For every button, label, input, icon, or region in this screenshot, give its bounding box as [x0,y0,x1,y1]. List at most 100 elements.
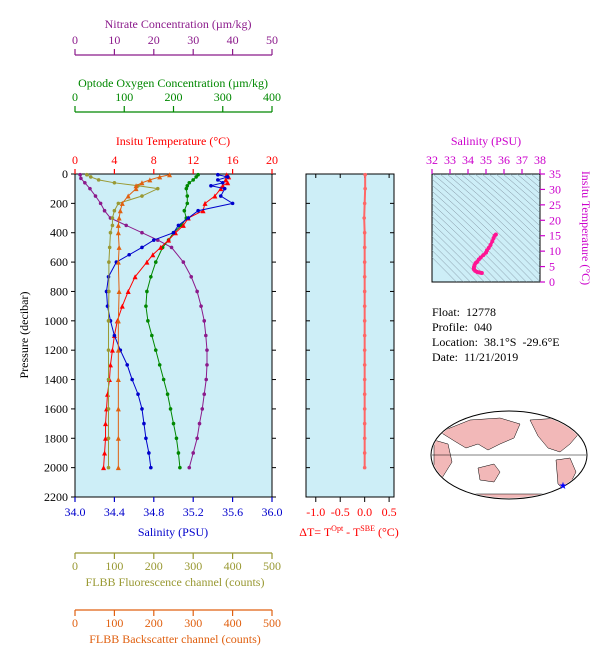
fluorescence-point [106,377,111,382]
salinity-point [136,392,140,397]
oxygen-point [187,181,192,185]
backscatter-tick-label: 100 [105,616,123,630]
backscatter-point [117,208,123,214]
backscatter-point [115,377,121,383]
nitrate-point [78,172,82,177]
backscatter-point [115,465,121,471]
temperature-point [200,208,206,214]
salinity-point [220,181,225,185]
fluorescence-point [110,216,115,220]
nitrate-tick-label: 0 [72,33,78,47]
map-land-australia [477,463,501,483]
temperature-point [223,177,229,183]
oxygen-point [157,363,162,367]
backscatter-point [147,177,153,183]
fluorescence-tick-label: 200 [145,559,163,573]
backscatter-point [157,174,163,180]
backscatter-point [115,406,121,412]
nitrate-point [124,223,129,228]
oxygen-point [191,178,195,182]
temperature-tick-label: 4 [111,153,117,167]
temperature-point [218,186,224,192]
backscatter-tick-label: 300 [184,616,202,630]
delta-t-point [362,304,367,308]
pressure-tick-label: 1800 [44,431,68,445]
delta-t-axis-title: ΔT= TOpt - TSBE (°C) [299,524,399,539]
ts-salinity-axis-title: Salinity (PSU) [451,134,521,148]
temperature-point [109,347,115,353]
salinity-tick-label: 35.2 [183,505,204,519]
ts-density-contour [523,174,540,188]
ts-temperature-tick-label: 10 [549,244,561,258]
info-float-value: 12778 [466,305,497,319]
delta-t-point [362,216,366,220]
salinity-tick-label: 34.4 [104,505,125,519]
oxygen-point [185,183,190,188]
oxygen-point [174,436,179,441]
temperature-tick-label: 8 [151,153,157,167]
salinity-point [218,194,223,198]
salinity-tick-label: 34.8 [143,505,164,519]
temperature-point [180,222,186,228]
info-date-label: Date: [432,350,458,364]
temperature-point [103,435,109,441]
oxygen-axis-title: Optode Oxygen Concentration (µm/kg) [78,76,268,90]
pressure-tick-label: 400 [50,226,68,240]
info-location-label: Location: [432,335,478,349]
salinity-point [127,252,131,257]
ts-point [481,253,486,258]
ts-density-contour [432,216,499,282]
nitrate-point [200,407,205,411]
salinity-point [149,465,153,470]
fluorescence-point [107,245,112,250]
ts-temperature-tick-label: 5 [549,260,555,274]
salinity-point [171,230,176,235]
pressure-tick-label: 800 [50,284,68,298]
fluorescence-tick-label: 300 [184,559,202,573]
temperature-point [125,288,131,294]
info-date-value: 11/21/2019 [464,350,519,364]
ts-temperature-tick-label: 0 [549,275,555,289]
ts-temperature-tick-label: 35 [549,167,561,181]
delta-t-point [362,319,367,323]
delta-t-panel-background [305,173,395,498]
fluorescence-point [107,260,111,264]
ts-salinity-tick-label: 36 [498,153,510,167]
temperature-point [220,183,226,189]
salinity-point [209,183,213,188]
nitrate-point [187,465,192,470]
delta-t-point [363,186,367,191]
pressure-tick-label: 1600 [44,402,68,416]
nitrate-point [191,451,195,455]
pressure-tick-label: 2200 [44,490,68,504]
map-land-asia [439,417,521,451]
temperature-point [101,465,107,471]
temperature-point [225,180,231,186]
ts-density-contour [432,203,513,282]
ts-density-contour [481,174,540,227]
salinity-point [140,407,144,411]
salinity-point [196,208,200,213]
salinity-point [130,377,134,382]
nitrate-point [202,392,207,397]
oxygen-point [194,175,198,179]
temperature-tick-label: 12 [187,153,199,167]
fluorescence-point [88,175,93,179]
pressure-tick-label: 0 [62,167,68,181]
oxygen-point [184,186,189,191]
ts-point [491,236,496,241]
ts-density-contour [509,174,540,201]
ts-density-contour [516,174,540,195]
nitrate-point [102,208,107,213]
oxygen-point [144,304,148,308]
nitrate-point [205,363,209,367]
delta-t-point [362,333,367,338]
backscatter-point [116,288,122,294]
nitrate-point [83,181,87,185]
ts-density-contour [432,174,540,275]
salinity-point [222,186,227,191]
nitrate-tick-label: 20 [148,33,160,47]
delta-t-point [362,377,367,382]
float-position-star-icon: ★ [559,481,568,492]
